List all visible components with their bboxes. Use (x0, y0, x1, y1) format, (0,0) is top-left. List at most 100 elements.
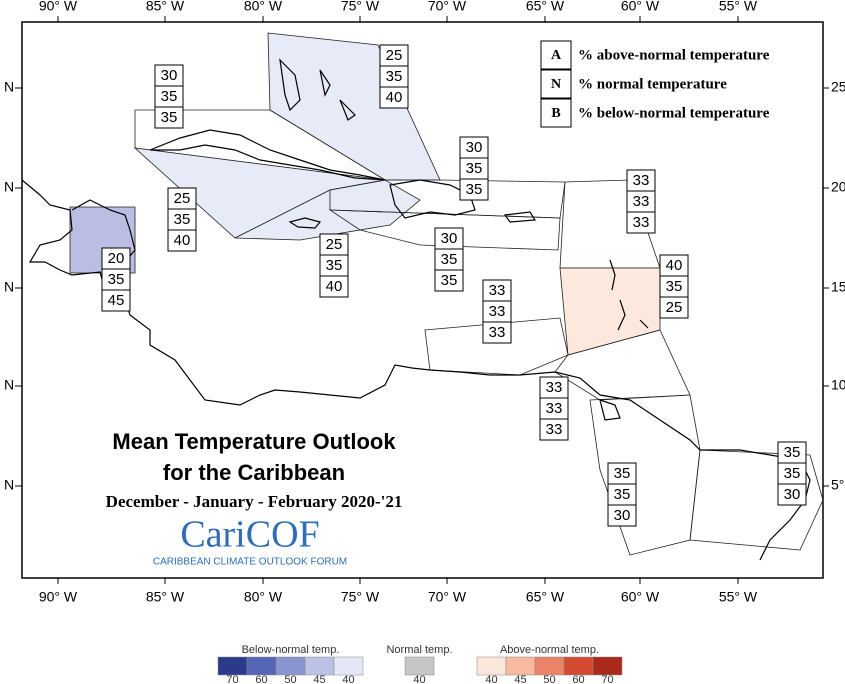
colorbar-label: 40 (413, 674, 425, 684)
prob-value: 45 (108, 292, 125, 309)
prob-value: 30 (614, 507, 631, 524)
lon-label: 60° W (621, 0, 660, 14)
lat-label: N (4, 179, 14, 195)
prob-value: 20 (108, 250, 125, 267)
prob-cell (434, 269, 464, 292)
colorbar-label: 40 (485, 674, 497, 684)
key-text: % below-normal temperature (578, 105, 770, 121)
colorbar-title: Above-normal temp. (500, 644, 599, 656)
title-line: Mean Temperature Outlook (112, 429, 396, 454)
lon-label: 90° W (39, 589, 78, 605)
lat-label: 25 (831, 79, 845, 95)
prob-value: 35 (466, 181, 483, 198)
prob-value: 35 (441, 272, 458, 289)
prob-value: 35 (441, 251, 458, 268)
prob-cell (626, 211, 656, 234)
colorbar-title: Below-normal temp. (242, 644, 340, 656)
prob-cell (539, 418, 569, 441)
prob-value: 30 (441, 230, 458, 247)
prob-value: 35 (614, 465, 631, 482)
prob-value: 33 (489, 324, 506, 341)
key-letter: N (551, 77, 561, 92)
region-outline (424, 317, 569, 376)
key-letter: B (551, 106, 560, 121)
prob-value: 33 (546, 379, 563, 396)
prob-value: 25 (386, 47, 403, 64)
prob-cell (154, 106, 184, 129)
prob-value: 30 (466, 139, 483, 156)
prob-value: 30 (784, 486, 801, 503)
prob-cell (459, 178, 489, 201)
prob-value: 33 (489, 282, 506, 299)
title-block: Mean Temperature Outlook for the Caribbe… (106, 429, 403, 568)
logo-subtitle: CARIBBEAN CLIMATE OUTLOOK FORUM (153, 557, 347, 568)
colorbar-swatch (275, 656, 306, 676)
prob-value: 40 (386, 89, 403, 106)
colorbar-swatch (404, 656, 435, 676)
prob-value: 33 (633, 214, 650, 231)
colorbar-swatch (246, 656, 277, 676)
prob-value: 33 (633, 193, 650, 210)
prob-cell (777, 483, 807, 506)
lat-label: N (4, 377, 14, 393)
prob-value: 33 (546, 421, 563, 438)
logo-name: CariCOF (180, 514, 319, 556)
key-letter: A (551, 48, 562, 63)
prob-value: 33 (633, 172, 650, 189)
colorbar-label: 40 (342, 674, 354, 684)
prob-value: 33 (546, 400, 563, 417)
colorbar-label: 60 (572, 674, 584, 684)
prob-value: 40 (174, 232, 191, 249)
lon-label: 85° W (146, 0, 185, 14)
colorbar-swatch (476, 656, 507, 676)
colorbar-label: 70 (601, 674, 613, 684)
lon-label: 55° W (719, 0, 758, 14)
colorbar-swatch (563, 656, 594, 676)
prob-value: 35 (161, 109, 178, 126)
prob-cell (607, 504, 637, 527)
lon-label: 65° W (526, 0, 565, 14)
prob-value: 35 (174, 211, 191, 228)
prob-cell (379, 86, 409, 109)
colorbar-label: 50 (543, 674, 555, 684)
lon-label: 65° W (526, 589, 565, 605)
prob-value: 40 (666, 257, 683, 274)
colorbar-swatch (505, 656, 536, 676)
lon-label: 80° W (244, 589, 283, 605)
lon-label: 60° W (621, 589, 660, 605)
prob-value: 40 (326, 278, 343, 295)
region-outline (328, 209, 561, 251)
lon-label: 80° W (244, 0, 283, 14)
lon-label: 55° W (719, 589, 758, 605)
colorbar-swatch (333, 656, 364, 676)
prob-value: 25 (326, 236, 343, 253)
colorbar-label: 70 (226, 674, 238, 684)
lat-label: N (4, 79, 14, 95)
colorbar-swatch (592, 656, 623, 676)
lon-label: 90° W (39, 0, 78, 14)
lon-label: 70° W (428, 589, 467, 605)
prob-value: 35 (666, 278, 683, 295)
colorbar-label: 50 (284, 674, 296, 684)
prob-value: 35 (614, 486, 631, 503)
prob-value: 35 (326, 257, 343, 274)
key-text: % above-normal temperature (578, 47, 770, 63)
key: A % above-normal temperature N % normal tem… (540, 40, 808, 130)
lat-label: N (4, 477, 14, 493)
prob-cell (319, 275, 349, 298)
prob-cell (659, 296, 689, 319)
colorbar-title: Normal temp. (386, 644, 452, 656)
key-text: % normal temperature (578, 76, 727, 92)
coastlines (21, 58, 811, 561)
prob-cell (167, 229, 197, 252)
key-letter-box (540, 40, 572, 70)
prob-value: 33 (489, 303, 506, 320)
prob-value: 35 (108, 271, 125, 288)
lat-label: 20 (831, 179, 845, 195)
prob-value: 30 (161, 67, 178, 84)
title-line: for the Caribbean (163, 460, 345, 485)
prob-value: 35 (386, 68, 403, 85)
prob-value: 25 (174, 190, 191, 207)
colorbar-label: 45 (514, 674, 526, 684)
